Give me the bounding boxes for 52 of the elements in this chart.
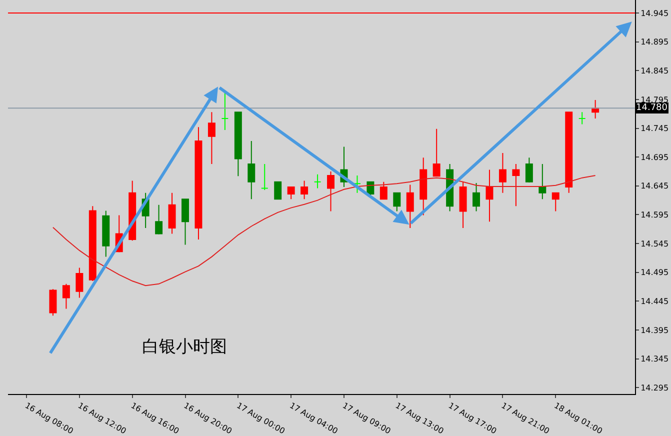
y-tick-label: 14.795 bbox=[640, 95, 669, 104]
candlestick bbox=[155, 204, 163, 235]
candlestick bbox=[287, 186, 295, 200]
candlestick bbox=[49, 288, 57, 316]
candlestick bbox=[472, 182, 480, 212]
candlestick bbox=[327, 170, 334, 212]
y-tick-label: 14.395 bbox=[640, 326, 669, 335]
y-tick-label: 14.745 bbox=[640, 124, 669, 134]
candlestick bbox=[62, 283, 70, 310]
candlestick bbox=[592, 100, 600, 119]
candlestick bbox=[498, 152, 506, 194]
candlestick bbox=[353, 175, 361, 194]
y-tick-label: 14.645 bbox=[640, 182, 669, 191]
candlestick bbox=[432, 128, 440, 178]
candlestick bbox=[538, 164, 546, 200]
annotation: 白银小时图 bbox=[142, 337, 227, 357]
candlestick bbox=[300, 180, 308, 200]
line-series bbox=[52, 175, 596, 286]
candlestick bbox=[486, 169, 494, 222]
candlestick bbox=[552, 192, 560, 212]
candlestick bbox=[565, 112, 573, 194]
candlestick bbox=[274, 181, 282, 200]
y-tick-label: 14.845 bbox=[640, 66, 669, 76]
candlestick bbox=[314, 174, 322, 189]
y-tick-label: 14.345 bbox=[640, 354, 669, 364]
candlestick bbox=[459, 181, 467, 228]
ref-line-label: 14.780 bbox=[636, 103, 668, 113]
candlestick bbox=[578, 112, 586, 125]
candlestick bbox=[88, 206, 96, 282]
y-tick-label: 14.445 bbox=[640, 296, 669, 306]
candlestick bbox=[76, 267, 84, 298]
candlestick bbox=[420, 157, 428, 216]
y-tick-label: 14.945 bbox=[640, 8, 669, 18]
candlestick bbox=[234, 112, 242, 177]
candlestick bbox=[260, 164, 268, 190]
y-tick-label: 14.495 bbox=[640, 268, 669, 278]
candlestick bbox=[168, 192, 176, 234]
candlestick bbox=[512, 164, 520, 207]
candlestick bbox=[194, 126, 202, 240]
candlestick bbox=[406, 184, 414, 228]
candlestick bbox=[102, 210, 110, 258]
candlestick bbox=[248, 140, 256, 200]
candlestick bbox=[393, 192, 401, 212]
y-tick-label: 14.595 bbox=[640, 210, 669, 220]
y-tick-label: 14.295 bbox=[640, 383, 669, 392]
y-tick-label: 14.695 bbox=[640, 152, 669, 162]
candlestick bbox=[525, 157, 533, 183]
candlestick bbox=[380, 181, 388, 200]
y-tick-label: 14.545 bbox=[640, 239, 669, 248]
y-tick-label: 14.895 bbox=[640, 38, 669, 47]
candlestick bbox=[182, 198, 189, 246]
candlestick bbox=[208, 112, 216, 164]
